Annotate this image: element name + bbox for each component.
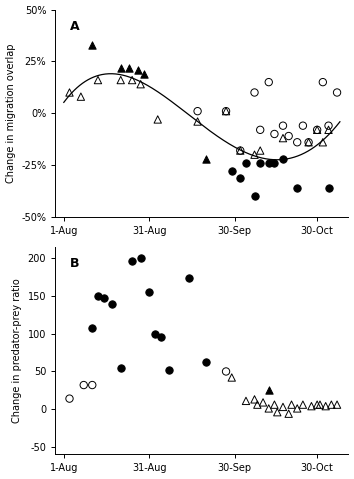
Point (272, 159, 277, 167)
Point (118, 364, 124, 372)
Point (238, 147, 243, 154)
Point (300, 401, 306, 409)
Point (67, 89, 72, 96)
Point (280, 122, 286, 129)
Point (266, 405, 272, 412)
Point (289, 401, 294, 409)
Point (118, 64, 124, 71)
Point (260, 399, 266, 406)
Point (334, 401, 340, 409)
Point (195, 107, 200, 115)
Y-axis label: Change in migration overlap: Change in migration overlap (6, 44, 16, 183)
Point (129, 258, 135, 265)
Point (314, 401, 320, 409)
Point (203, 359, 209, 366)
Point (320, 78, 326, 86)
Point (146, 288, 152, 296)
Point (317, 401, 323, 409)
Point (223, 368, 229, 376)
Point (323, 402, 329, 410)
Point (252, 193, 257, 200)
Point (155, 115, 161, 123)
Point (238, 174, 243, 182)
Point (95, 76, 101, 84)
Point (306, 138, 312, 146)
Point (255, 401, 260, 409)
Point (295, 138, 300, 146)
Point (238, 147, 243, 154)
Point (280, 155, 286, 163)
Point (320, 138, 326, 146)
Point (243, 159, 249, 167)
Point (141, 70, 146, 78)
Point (326, 122, 331, 129)
Point (300, 122, 306, 129)
Point (243, 397, 249, 405)
Point (266, 386, 272, 393)
Point (309, 402, 314, 410)
Point (306, 138, 312, 146)
Point (252, 151, 257, 159)
Point (203, 155, 209, 163)
Point (78, 93, 84, 101)
Point (314, 126, 320, 134)
Point (272, 401, 277, 409)
Point (280, 403, 286, 411)
Point (90, 325, 95, 332)
Point (138, 80, 143, 88)
Point (129, 76, 135, 84)
Point (266, 78, 272, 86)
Point (186, 274, 192, 282)
Point (314, 126, 320, 134)
Y-axis label: Change in predator-prey ratio: Change in predator-prey ratio (12, 278, 22, 423)
Point (272, 130, 277, 138)
Point (326, 126, 331, 134)
Text: B: B (70, 257, 79, 271)
Point (152, 330, 158, 338)
Point (329, 401, 334, 409)
Point (135, 66, 141, 73)
Point (252, 89, 257, 96)
Point (101, 294, 107, 301)
Point (195, 118, 200, 125)
Point (166, 366, 172, 374)
Point (67, 395, 72, 402)
Point (334, 89, 340, 96)
Point (252, 396, 257, 403)
Point (274, 409, 280, 416)
Point (286, 410, 291, 418)
Point (257, 159, 263, 167)
Text: A: A (70, 20, 80, 33)
Point (126, 64, 132, 71)
Point (257, 147, 263, 154)
Point (266, 159, 272, 167)
Point (326, 184, 331, 192)
Point (229, 374, 235, 381)
Point (158, 333, 164, 341)
Point (90, 41, 95, 49)
Point (257, 126, 263, 134)
Point (286, 132, 291, 140)
Point (295, 184, 300, 192)
Point (280, 134, 286, 142)
Point (229, 168, 235, 175)
Point (109, 300, 115, 308)
Point (138, 254, 143, 262)
Point (95, 292, 101, 300)
Point (295, 405, 300, 412)
Point (118, 76, 124, 84)
Point (223, 107, 229, 115)
Point (90, 381, 95, 389)
Point (81, 381, 87, 389)
Point (223, 107, 229, 115)
